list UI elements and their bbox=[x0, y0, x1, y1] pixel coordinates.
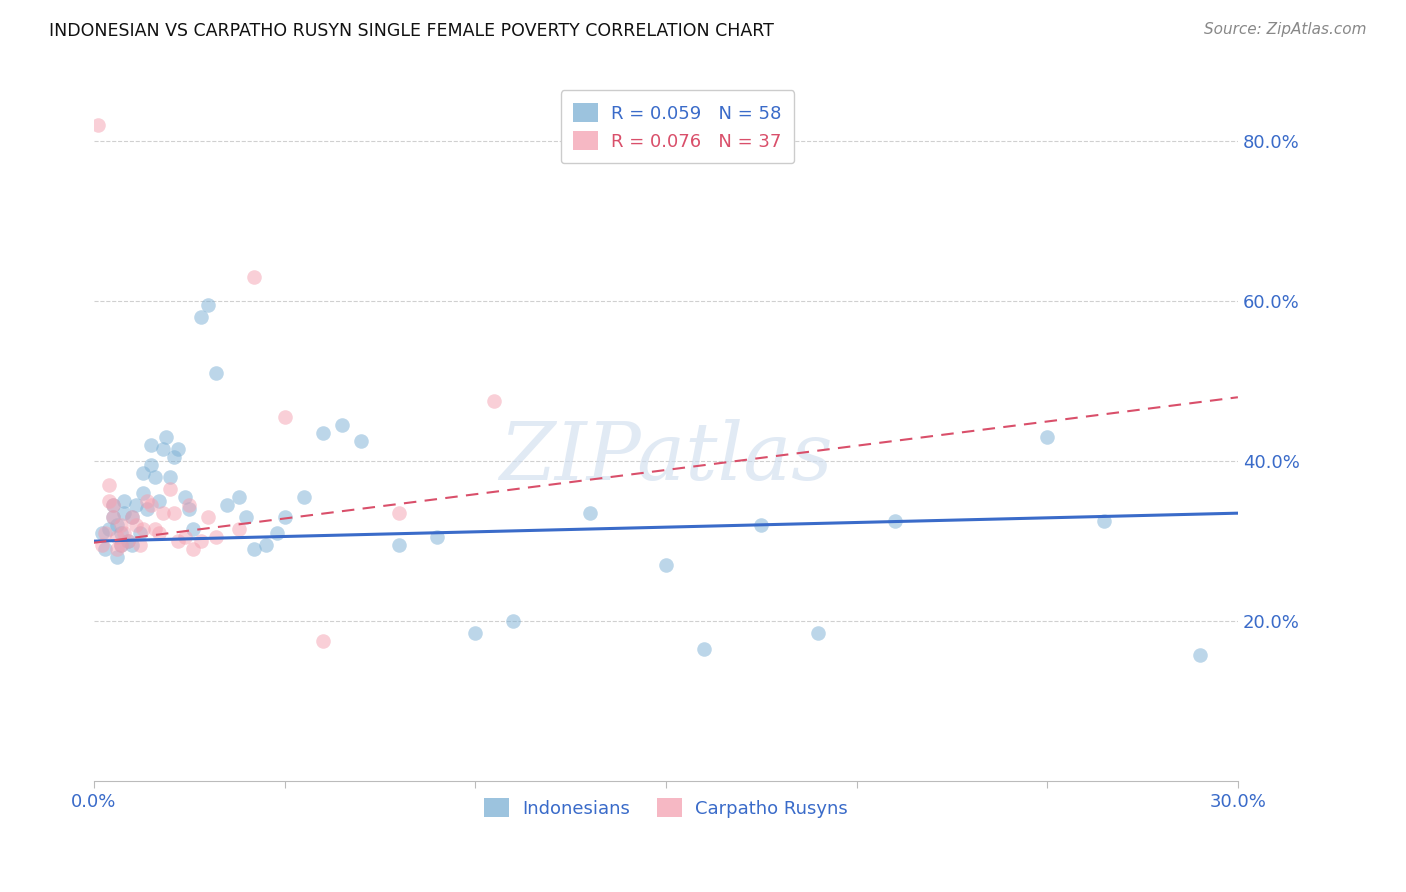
Point bbox=[128, 538, 150, 552]
Point bbox=[105, 542, 128, 557]
Point bbox=[114, 526, 136, 541]
Point bbox=[205, 530, 228, 544]
Point bbox=[693, 642, 716, 657]
Point bbox=[121, 538, 143, 552]
Point bbox=[101, 498, 124, 512]
Point bbox=[807, 626, 830, 640]
Point bbox=[464, 626, 486, 640]
Point bbox=[205, 366, 228, 380]
Point bbox=[312, 426, 335, 441]
Point bbox=[155, 430, 177, 444]
Point bbox=[148, 494, 170, 508]
Point bbox=[243, 270, 266, 285]
Point bbox=[128, 526, 150, 541]
Text: INDONESIAN VS CARPATHO RUSYN SINGLE FEMALE POVERTY CORRELATION CHART: INDONESIAN VS CARPATHO RUSYN SINGLE FEMA… bbox=[49, 22, 775, 40]
Point bbox=[197, 298, 219, 312]
Point bbox=[190, 534, 212, 549]
Point bbox=[125, 498, 148, 512]
Point bbox=[101, 510, 124, 524]
Point bbox=[181, 542, 204, 557]
Point bbox=[159, 470, 181, 484]
Point bbox=[228, 522, 250, 536]
Point bbox=[117, 534, 139, 549]
Point bbox=[330, 418, 353, 433]
Point bbox=[179, 498, 201, 512]
Point bbox=[110, 538, 132, 552]
Point bbox=[110, 526, 132, 541]
Point bbox=[121, 510, 143, 524]
Point bbox=[174, 490, 197, 504]
Point bbox=[388, 506, 411, 520]
Point bbox=[139, 438, 162, 452]
Point bbox=[235, 510, 257, 524]
Point bbox=[110, 538, 132, 552]
Point bbox=[101, 498, 124, 512]
Point bbox=[121, 510, 143, 524]
Point bbox=[101, 510, 124, 524]
Point bbox=[228, 490, 250, 504]
Point bbox=[350, 434, 373, 449]
Point bbox=[163, 506, 186, 520]
Point bbox=[105, 518, 128, 533]
Point bbox=[502, 614, 524, 628]
Point bbox=[266, 526, 288, 541]
Point bbox=[883, 514, 905, 528]
Point bbox=[125, 518, 148, 533]
Point bbox=[749, 518, 772, 533]
Point bbox=[132, 466, 155, 480]
Point bbox=[87, 119, 110, 133]
Point bbox=[114, 494, 136, 508]
Point bbox=[484, 394, 506, 409]
Point bbox=[90, 538, 112, 552]
Point bbox=[388, 538, 411, 552]
Point bbox=[117, 534, 139, 549]
Legend: Indonesians, Carpatho Rusyns: Indonesians, Carpatho Rusyns bbox=[477, 790, 855, 825]
Point bbox=[114, 506, 136, 520]
Point bbox=[181, 522, 204, 536]
Point bbox=[98, 494, 121, 508]
Point bbox=[655, 558, 678, 573]
Point bbox=[190, 310, 212, 325]
Point bbox=[98, 522, 121, 536]
Point bbox=[132, 522, 155, 536]
Point bbox=[148, 526, 170, 541]
Point bbox=[163, 450, 186, 465]
Point bbox=[152, 506, 174, 520]
Point bbox=[94, 526, 117, 541]
Text: Source: ZipAtlas.com: Source: ZipAtlas.com bbox=[1204, 22, 1367, 37]
Point bbox=[1188, 648, 1211, 662]
Point bbox=[98, 478, 121, 492]
Point bbox=[105, 550, 128, 565]
Point bbox=[143, 522, 166, 536]
Point bbox=[105, 530, 128, 544]
Point bbox=[152, 442, 174, 457]
Point bbox=[143, 470, 166, 484]
Point bbox=[136, 502, 159, 516]
Point bbox=[110, 518, 132, 533]
Point bbox=[90, 526, 112, 541]
Point bbox=[312, 634, 335, 648]
Point bbox=[136, 494, 159, 508]
Point bbox=[254, 538, 277, 552]
Point bbox=[217, 498, 239, 512]
Point bbox=[273, 410, 295, 425]
Point bbox=[1094, 514, 1116, 528]
Point bbox=[273, 510, 295, 524]
Point bbox=[166, 442, 188, 457]
Point bbox=[1036, 430, 1059, 444]
Point bbox=[197, 510, 219, 524]
Point bbox=[578, 506, 600, 520]
Point bbox=[292, 490, 315, 504]
Point bbox=[132, 486, 155, 500]
Point bbox=[139, 458, 162, 473]
Point bbox=[243, 542, 266, 557]
Point bbox=[139, 498, 162, 512]
Text: ZIPatlas: ZIPatlas bbox=[499, 418, 832, 496]
Point bbox=[174, 530, 197, 544]
Point bbox=[94, 542, 117, 557]
Point bbox=[166, 534, 188, 549]
Point bbox=[426, 530, 449, 544]
Point bbox=[159, 482, 181, 496]
Point bbox=[179, 502, 201, 516]
